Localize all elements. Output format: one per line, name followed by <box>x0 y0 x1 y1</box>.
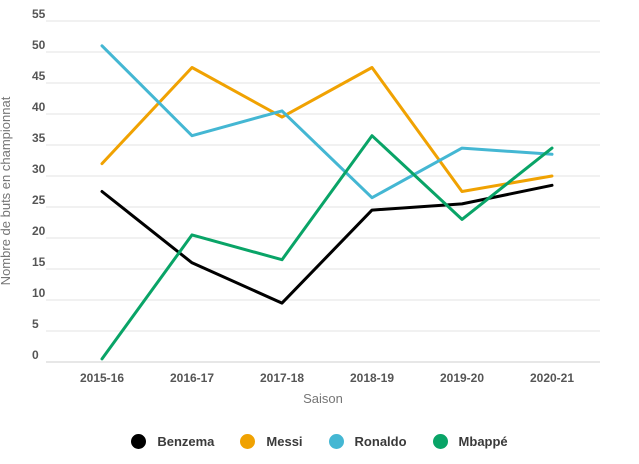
x-tick-label: 2015-16 <box>80 371 124 385</box>
y-tick-label: 15 <box>32 255 46 269</box>
y-axis-title: Nombre de buts en championnat <box>0 96 13 286</box>
y-tick-label: 0 <box>32 348 39 362</box>
series-line-messi <box>100 66 554 193</box>
y-tick-label: 10 <box>32 286 46 300</box>
y-tick-label: 35 <box>32 131 46 145</box>
y-tick-label: 40 <box>32 100 46 114</box>
series-line-mbappe <box>100 134 554 361</box>
y-tick-label: 5 <box>32 317 39 331</box>
legend-swatch-ronaldo <box>328 433 344 449</box>
x-tick-label: 2018-19 <box>350 371 394 385</box>
y-tick-label: 50 <box>32 38 46 52</box>
legend-label: Messi <box>266 433 303 449</box>
legend-swatch-benzema <box>131 433 147 449</box>
x-axis-title: Saison <box>303 391 343 406</box>
series-line-ronaldo <box>100 44 554 200</box>
legend-item-benzema[interactable]: Benzema <box>131 433 215 449</box>
legend-label: Mbappé <box>458 433 508 449</box>
chart-svg: 0 5 10 15 20 25 30 35 40 45 50 55 2015-16 2016-17 2017… <box>32 7 600 385</box>
legend-swatch-messi <box>240 433 256 449</box>
x-tick-label: 2020-21 <box>530 371 574 385</box>
y-tick-label: 20 <box>32 224 46 238</box>
x-tick-label: 2016-17 <box>170 371 214 385</box>
y-tick-label: 45 <box>32 69 46 83</box>
legend-swatch-mbappe <box>432 433 448 449</box>
legend-item-messi[interactable]: Messi <box>240 433 303 449</box>
legend-item-ronaldo[interactable]: Ronaldo <box>328 433 407 449</box>
series-line-benzema <box>100 183 554 305</box>
x-tick-label: 2017-18 <box>260 371 304 385</box>
y-tick-label: 55 <box>32 7 46 21</box>
x-tick-label: 2019-20 <box>440 371 484 385</box>
y-tick-label: 30 <box>32 162 46 176</box>
legend-label: Benzema <box>157 433 215 449</box>
chart-legend: Benzema Messi Ronaldo Mbappé <box>0 428 639 454</box>
y-tick-label: 25 <box>32 193 46 207</box>
legend-item-mbappe[interactable]: Mbappé <box>432 433 508 449</box>
legend-label: Ronaldo <box>354 433 407 449</box>
